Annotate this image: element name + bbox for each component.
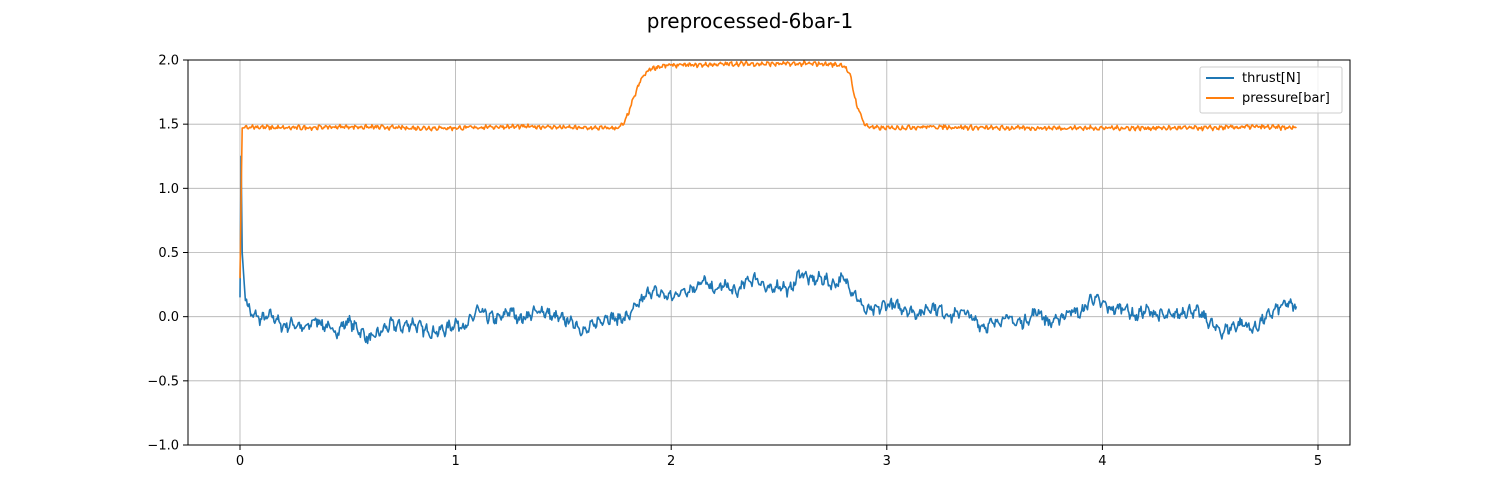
x-tick-label: 0 xyxy=(236,454,244,469)
x-axis: 0 1 2 3 4 5 xyxy=(236,445,1322,469)
legend-box xyxy=(1199,66,1343,114)
y-tick-label: 0.0 xyxy=(158,310,179,325)
y-tick-label: −1.0 xyxy=(147,439,179,454)
series-line-thrust xyxy=(239,155,1298,345)
legend-label-thrust: thrust[N] xyxy=(1242,71,1301,86)
x-tick-label: 3 xyxy=(883,454,891,469)
series-layer xyxy=(239,60,1298,345)
y-tick-label: 0.5 xyxy=(158,246,179,261)
y-tick-label: 1.5 xyxy=(158,118,179,133)
y-tick-label: 2.0 xyxy=(158,54,179,69)
legend: thrust[N] pressure[bar] xyxy=(1199,66,1343,114)
x-tick-label: 2 xyxy=(667,454,675,469)
y-axis: −1.0 −0.5 0.0 0.5 1.0 1.5 2.0 xyxy=(147,54,188,454)
x-tick-label: 1 xyxy=(451,454,459,469)
legend-label-pressure: pressure[bar] xyxy=(1242,91,1330,106)
x-tick-label: 5 xyxy=(1314,454,1322,469)
y-tick-label: −0.5 xyxy=(147,374,179,389)
y-tick-label: 1.0 xyxy=(158,182,179,197)
grid xyxy=(188,59,1350,446)
series-line-pressure xyxy=(239,60,1297,279)
x-tick-label: 4 xyxy=(1098,454,1106,469)
chart-title: preprocessed-6bar-1 xyxy=(647,9,853,33)
